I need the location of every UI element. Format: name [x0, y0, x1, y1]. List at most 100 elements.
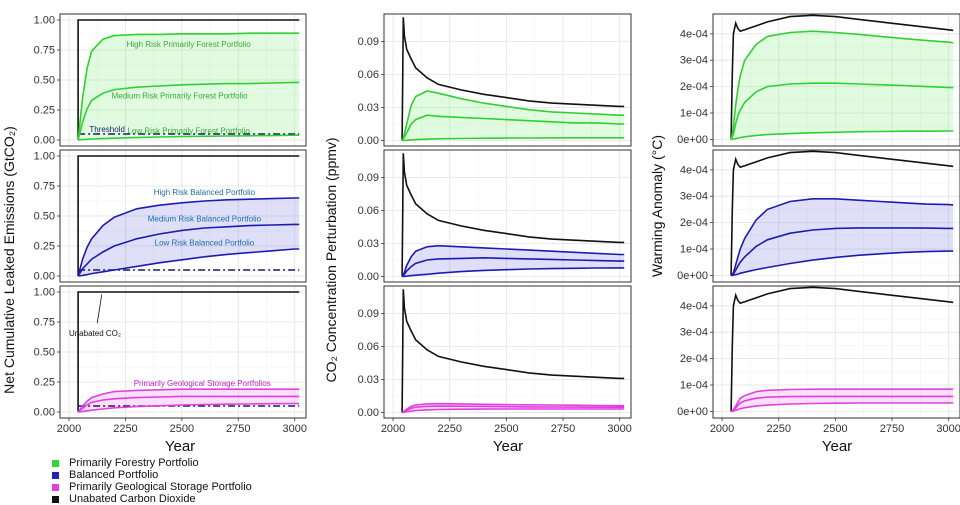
risk-band: [402, 245, 625, 277]
annotation-label: Primarily Geological Storage Portfolios: [134, 379, 271, 388]
y-tick-label: 0.09: [358, 36, 379, 48]
y-tick-label: 0.09: [358, 308, 379, 320]
medium-risk-line: [401, 256, 625, 278]
unabated-co2-line: [77, 19, 300, 140]
panel-warming-forestry: 0e+00 1e-04 2e-04 3e-04 4e-04: [677, 13, 960, 147]
legend-label-geological: Primarily Geological Storage Portfolio: [69, 481, 252, 493]
y-tick-label: 0.09: [358, 172, 379, 184]
high-risk-line: [730, 388, 954, 413]
x-tick-label: 3000: [936, 423, 960, 435]
y-tick-label: 0.03: [358, 374, 379, 386]
panel-concentration-balanced: 0.00 0.03 0.06 0.09: [358, 149, 632, 283]
x-tick-label: 2750: [226, 423, 250, 435]
y-tick-label: 1e-04: [680, 380, 708, 392]
x-tick-label: 3000: [282, 423, 306, 435]
unabated-co2-line: [401, 289, 625, 413]
medium-risk-line: [401, 405, 625, 414]
panel-warming-geological: 0e+00 1e-04 2e-04 3e-04 4e-04 2000 2250 2500 275…: [677, 285, 960, 435]
high-risk-line: [77, 32, 300, 141]
low-risk-line: [731, 402, 954, 413]
annotation-label: High Risk Balanced Portfolio: [154, 188, 256, 197]
y-tick-label: 0e+00: [677, 134, 708, 146]
x-tick-label: 2000: [57, 423, 81, 435]
legend-item-balanced: Balanced Portfolio: [52, 469, 252, 481]
plot-border: [712, 149, 960, 283]
high-risk-line: [401, 244, 625, 278]
legend-item-unabated: Unabated Carbon Dioxide: [52, 493, 252, 505]
y-tick-label: 1.00: [34, 15, 55, 27]
panel-emissions-geological: 0.00 0.25 0.50 0.75 1.00 2000 2250 2500 2750 3000…: [34, 285, 307, 435]
y-title-warming: Warming Anomaly (°C): [649, 135, 665, 277]
annotation-label: Unabated CO₂: [69, 329, 121, 338]
low-risk-line: [731, 250, 954, 277]
high-risk-line: [730, 30, 954, 140]
y-tick-label: 0e+00: [677, 406, 708, 418]
annotation-label: Low Risk Balanced Portfolio: [155, 238, 255, 247]
annotation-label: Medium Risk Balanced Portfolio: [148, 214, 262, 223]
x-tick-label: 2750: [880, 423, 904, 435]
y-tick-label: 0.06: [358, 205, 379, 217]
plot-border: [59, 285, 307, 419]
legend-swatch-unabated: [52, 495, 59, 503]
y-tick-label: 4e-04: [680, 164, 708, 176]
x-tick-label: 2000: [710, 423, 734, 435]
y-tick-label: 3e-04: [680, 191, 708, 203]
y-tick-label: 0.50: [34, 347, 55, 359]
y-tick-label: 0.00: [358, 135, 379, 147]
risk-band: [731, 389, 954, 412]
plot-background: [713, 150, 960, 282]
low-risk-line: [402, 408, 625, 414]
legend-item-forestry: Primarily Forestry Portfolio: [52, 457, 252, 469]
y-tick-label: 0.75: [34, 317, 55, 329]
unabated-co2-line: [77, 291, 300, 412]
plot-border: [383, 149, 632, 283]
y-tick-label: 0.00: [358, 271, 379, 283]
unabated-co2-line: [77, 155, 300, 276]
plot-border: [59, 13, 307, 147]
y-tick-label: 3e-04: [680, 55, 708, 67]
x-tick-label: 2250: [766, 423, 790, 435]
legend-label-unabated: Unabated Carbon Dioxide: [69, 493, 196, 505]
high-risk-line: [77, 388, 300, 413]
y-tick-label: 0.50: [34, 211, 55, 223]
medium-risk-line: [730, 82, 954, 140]
low-risk-line: [731, 130, 954, 141]
legend-swatch-forestry: [52, 459, 59, 467]
y-tick-label: 1e-04: [680, 244, 708, 256]
high-risk-line: [730, 198, 954, 277]
low-risk-line: [402, 267, 625, 278]
y-tick-label: 0.25: [34, 105, 55, 117]
y-tick-label: 0.25: [34, 241, 55, 253]
y-tick-label: 4e-04: [680, 300, 708, 312]
y-tick-label: 0.50: [34, 75, 55, 87]
y-tick-label: 0.03: [358, 238, 379, 250]
panel-warming-balanced: 0e+00 1e-04 2e-04 3e-04 4e-04: [677, 149, 960, 283]
y-tick-label: 0.00: [358, 407, 379, 419]
low-risk-line: [77, 248, 300, 277]
medium-risk-line: [401, 114, 625, 142]
panel-concentration-geological: 0.00 0.03 0.06 0.09 2000 2250 2500 2750 3000: [358, 285, 632, 435]
unabated-co2-line: [730, 286, 954, 412]
legend-label-forestry: Primarily Forestry Portfolio: [69, 457, 199, 469]
y-tick-label: 0.25: [34, 377, 55, 389]
y-tick-label: 0.03: [358, 102, 379, 114]
y-tick-label: 2e-04: [680, 81, 708, 93]
y-tick-label: 0e+00: [677, 270, 708, 282]
y-tick-label: 0.75: [34, 45, 55, 57]
medium-risk-line: [730, 227, 954, 277]
panels: 0.00 0.25 0.50 0.75 1.00 High Risk Primarily …: [34, 13, 960, 435]
y-tick-label: 0.06: [358, 341, 379, 353]
legend-item-geological: Primarily Geological Storage Portfolio: [52, 481, 252, 493]
y-tick-label: 0.00: [34, 271, 55, 283]
y-tick-label: 3e-04: [680, 327, 708, 339]
y-tick-label: 2e-04: [680, 217, 708, 229]
unabated-co2-line: [730, 14, 954, 140]
x-tick-label: 2500: [170, 423, 194, 435]
risk-band: [731, 198, 954, 276]
y-tick-label: 4e-04: [680, 28, 708, 40]
low-risk-line: [77, 402, 300, 413]
plot-border: [712, 13, 960, 147]
plot-border: [712, 285, 960, 419]
unabated-co2-line: [730, 150, 954, 276]
x-title-warming: Year: [822, 438, 852, 455]
